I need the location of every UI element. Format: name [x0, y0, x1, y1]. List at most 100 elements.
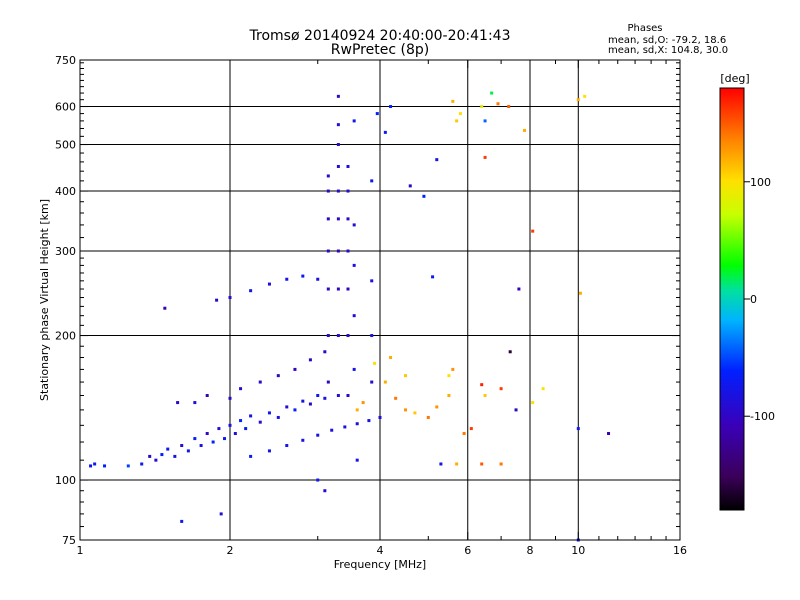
- x-tick-label: 6: [464, 544, 471, 557]
- data-point: [389, 105, 393, 109]
- chart-title: Tromsø 20140924 20:40:00-20:41:43: [249, 28, 511, 44]
- data-point: [326, 189, 330, 193]
- x-tick-label: 10: [571, 544, 585, 557]
- data-points: [89, 91, 611, 542]
- data-point: [483, 394, 487, 398]
- data-point: [148, 454, 152, 458]
- data-point: [336, 189, 340, 193]
- data-point: [375, 112, 379, 116]
- data-point: [336, 164, 340, 168]
- data-point: [361, 401, 365, 405]
- data-point: [451, 99, 455, 103]
- data-point: [267, 449, 271, 453]
- colorbar-tick-label: -100: [750, 410, 775, 423]
- data-point: [490, 91, 494, 95]
- data-point: [103, 464, 107, 468]
- y-axis-label: Stationary phase Virtual Height [km]: [38, 199, 51, 401]
- data-point: [355, 408, 359, 412]
- data-point: [455, 462, 459, 466]
- data-point: [93, 462, 97, 466]
- y-tick-label: 100: [55, 474, 76, 487]
- data-point: [352, 119, 356, 123]
- data-point: [160, 453, 164, 457]
- data-point: [355, 422, 359, 426]
- data-point: [336, 287, 340, 291]
- data-point: [176, 401, 180, 405]
- data-point: [523, 128, 527, 132]
- data-point: [228, 296, 232, 300]
- data-point: [469, 427, 473, 431]
- grid-lines: [80, 60, 680, 540]
- data-point: [180, 444, 184, 448]
- data-point: [408, 184, 412, 188]
- data-point: [336, 94, 340, 98]
- y-tick-labels: 75 100 200 300 400 500 600 750: [55, 54, 76, 547]
- data-point: [346, 217, 350, 221]
- data-point: [293, 408, 297, 412]
- data-point: [413, 411, 417, 415]
- data-point: [193, 437, 197, 441]
- data-point: [154, 458, 158, 462]
- data-point: [370, 279, 374, 283]
- data-point: [336, 143, 340, 147]
- data-point: [507, 105, 511, 109]
- data-point: [323, 350, 327, 354]
- y-tick-label: 750: [55, 54, 76, 67]
- data-point: [326, 380, 330, 384]
- data-point: [163, 306, 167, 310]
- data-point: [301, 274, 305, 278]
- data-point: [576, 98, 580, 102]
- data-point: [239, 419, 243, 423]
- data-point: [435, 158, 439, 162]
- data-point: [426, 415, 430, 419]
- data-point: [370, 334, 374, 338]
- data-point: [431, 275, 435, 279]
- data-point: [352, 223, 356, 227]
- data-point: [215, 298, 219, 302]
- data-point: [346, 249, 350, 253]
- data-point: [455, 119, 459, 123]
- data-point: [258, 420, 262, 424]
- data-point: [89, 464, 93, 468]
- data-point: [285, 405, 289, 409]
- phase-box-o-line: mean, sd,O: -79.2, 18.6: [608, 35, 726, 46]
- data-point: [285, 277, 289, 281]
- y-tick-label: 400: [55, 185, 76, 198]
- data-point: [480, 383, 484, 387]
- data-point: [541, 387, 545, 391]
- data-point: [343, 425, 347, 429]
- data-point: [403, 374, 407, 378]
- data-point: [514, 408, 518, 412]
- data-point: [508, 350, 512, 354]
- data-point: [370, 380, 374, 384]
- data-point: [308, 402, 312, 406]
- data-point: [205, 432, 209, 436]
- data-point: [301, 438, 305, 442]
- x-axis-label: Frequency [MHz]: [334, 558, 426, 571]
- data-point: [326, 217, 330, 221]
- data-point: [378, 415, 382, 419]
- data-point: [228, 396, 232, 400]
- data-point: [531, 401, 535, 405]
- y-tick-label: 200: [55, 330, 76, 343]
- data-point: [336, 394, 340, 398]
- data-point: [394, 396, 398, 400]
- data-point: [285, 444, 289, 448]
- data-point: [239, 387, 243, 391]
- data-point: [323, 489, 327, 493]
- data-point: [219, 512, 223, 516]
- data-point: [316, 433, 320, 437]
- data-point: [346, 287, 350, 291]
- data-point: [166, 447, 170, 451]
- data-point: [499, 462, 503, 466]
- data-point: [483, 155, 487, 159]
- data-point: [352, 367, 356, 371]
- x-tick-label: 2: [227, 544, 234, 557]
- data-point: [352, 263, 356, 267]
- data-point: [180, 519, 184, 523]
- data-point: [439, 462, 443, 466]
- data-point: [199, 444, 203, 448]
- data-point: [607, 432, 611, 436]
- data-point: [308, 358, 312, 362]
